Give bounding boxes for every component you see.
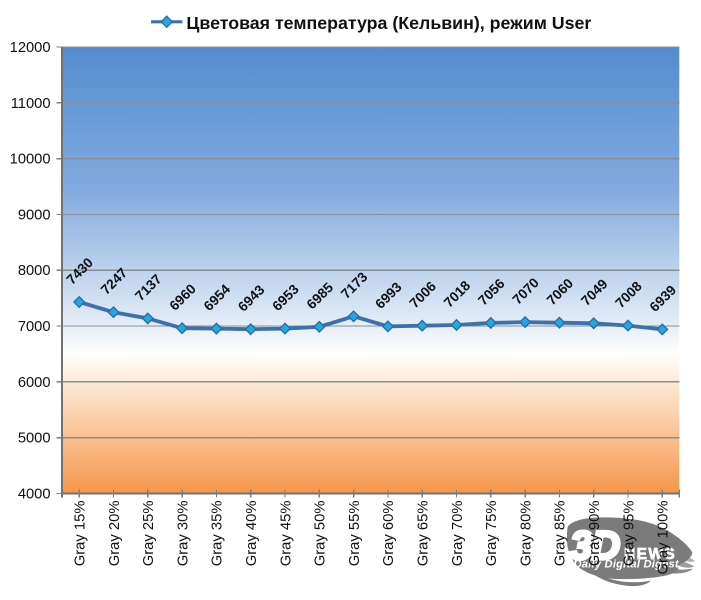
svg-text:Gray 25%: Gray 25% <box>141 501 157 567</box>
svg-text:Gray 65%: Gray 65% <box>416 501 432 567</box>
svg-text:10000: 10000 <box>10 152 51 168</box>
svg-text:Gray 100%: Gray 100% <box>656 501 672 575</box>
svg-text:Цветовая температура (Кельвин): Цветовая температура (Кельвин), режим Us… <box>186 13 591 33</box>
svg-text:Gray 95%: Gray 95% <box>621 501 637 567</box>
svg-text:Gray 15%: Gray 15% <box>73 501 89 567</box>
svg-text:Gray 60%: Gray 60% <box>381 501 397 567</box>
svg-text:6000: 6000 <box>18 375 51 391</box>
svg-text:Gray 90%: Gray 90% <box>587 501 603 567</box>
svg-text:NEWS: NEWS <box>624 546 676 563</box>
svg-text:Gray 75%: Gray 75% <box>484 500 500 566</box>
svg-text:7000: 7000 <box>18 319 51 335</box>
svg-text:Gray 35%: Gray 35% <box>210 501 226 567</box>
svg-text:Gray 45%: Gray 45% <box>278 501 294 567</box>
svg-text:Gray 80%: Gray 80% <box>518 501 534 567</box>
svg-text:Gray 55%: Gray 55% <box>347 501 363 567</box>
svg-text:11000: 11000 <box>11 96 51 112</box>
svg-text:Gray 70%: Gray 70% <box>450 501 466 567</box>
svg-text:Gray 20%: Gray 20% <box>107 501 123 567</box>
svg-text:Gray 50%: Gray 50% <box>313 501 329 567</box>
svg-text:Daily Digital Digest: Daily Digital Digest <box>574 559 680 571</box>
svg-text:9000: 9000 <box>18 207 51 223</box>
svg-text:Gray 85%: Gray 85% <box>553 501 569 567</box>
svg-text:Gray 40%: Gray 40% <box>244 501 260 567</box>
svg-text:5000: 5000 <box>18 431 51 447</box>
svg-text:3D: 3D <box>570 524 619 568</box>
svg-text:4000: 4000 <box>18 486 51 502</box>
svg-text:Gray 30%: Gray 30% <box>175 501 191 567</box>
svg-text:8000: 8000 <box>18 263 51 279</box>
svg-text:12000: 12000 <box>10 40 51 56</box>
